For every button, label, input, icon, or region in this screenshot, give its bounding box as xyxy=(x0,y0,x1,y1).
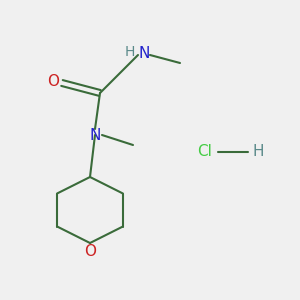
Text: H: H xyxy=(252,145,264,160)
Text: N: N xyxy=(138,46,150,61)
Text: O: O xyxy=(47,74,59,88)
Text: H: H xyxy=(125,45,135,59)
Text: N: N xyxy=(89,128,101,142)
Text: O: O xyxy=(84,244,96,259)
Text: Cl: Cl xyxy=(198,145,212,160)
